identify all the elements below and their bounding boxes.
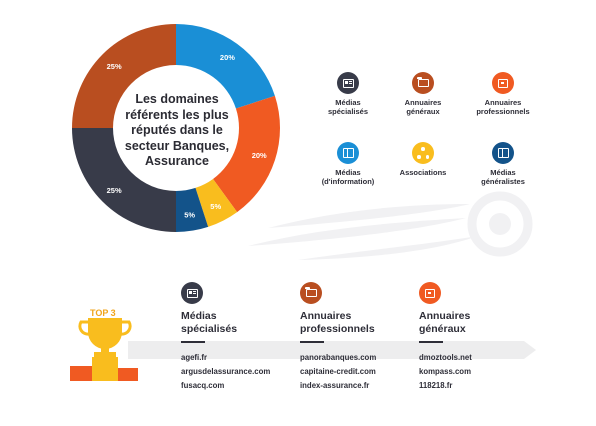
donut-slice <box>72 24 176 128</box>
site-domain: dmoztools.net <box>419 353 472 362</box>
chart-title: Les domaines référents les plus réputés … <box>124 92 230 168</box>
legend-label: Médias généralistes <box>481 168 525 186</box>
legend-label: Annuaires professionnels <box>476 98 530 116</box>
legend-badge <box>337 142 359 164</box>
legend-label: Associations <box>399 168 447 177</box>
donut-slice <box>176 187 209 232</box>
legend-item: Médias (d'information) <box>303 142 393 186</box>
media-card-icon <box>186 288 198 298</box>
column-title: Annuaires généraux <box>419 310 471 335</box>
legend-item: Médias généralistes <box>458 142 548 186</box>
slice-label: 25% <box>107 186 122 195</box>
legend-item: Médias spécialisés <box>303 72 393 116</box>
column-title: Médias spécialisés <box>181 310 238 335</box>
legend-item: Annuaires professionnels <box>458 72 548 116</box>
donut-slice <box>213 95 280 213</box>
column-title-rule <box>419 341 443 343</box>
calendar-icon <box>498 78 508 88</box>
book-icon <box>342 148 354 158</box>
site-domain: kompass.com <box>419 367 472 376</box>
legend-badge <box>492 72 514 94</box>
site-domain: index-assurance.fr <box>300 381 370 390</box>
column-badge <box>300 282 322 304</box>
site-domain: agefi.fr <box>181 353 207 362</box>
legend-item: Annuaires généraux <box>378 72 468 116</box>
column-title-rule <box>300 341 324 343</box>
site-domain: 118218.fr <box>419 381 453 390</box>
watermark-flame-logo <box>248 191 533 260</box>
legend-badge <box>492 142 514 164</box>
site-domain: fusacq.com <box>181 381 225 390</box>
column-title: Annuaires professionnels <box>300 310 375 335</box>
top3-label: TOP 3 <box>90 308 116 318</box>
site-domain: capitaine-credit.com <box>300 367 376 376</box>
legend-badge <box>337 72 359 94</box>
legend-label: Médias (d'information) <box>321 168 375 186</box>
calendar-icon <box>425 288 435 298</box>
media-card-icon <box>342 78 354 88</box>
legend-label: Annuaires généraux <box>404 98 442 116</box>
top3-column: Annuaires professionnels panorabanques.co… <box>300 282 420 393</box>
donut-chart: 20% 20% 5% 5% 25% 25% <box>72 24 280 232</box>
legend-badge <box>412 72 434 94</box>
network-icon <box>417 147 429 159</box>
slice-label: 20% <box>252 151 267 160</box>
donut-slice <box>72 128 176 232</box>
column-badge <box>419 282 441 304</box>
folder-icon <box>417 77 429 87</box>
legend-label: Médias spécialisés <box>327 98 369 116</box>
slice-label: 25% <box>107 62 122 71</box>
legend-badge <box>412 142 434 164</box>
ranking-band <box>128 341 536 359</box>
slice-label: 5% <box>210 202 221 211</box>
column-title-rule <box>181 341 205 343</box>
slice-label: 20% <box>220 53 235 62</box>
site-domain: panorabanques.com <box>300 353 377 362</box>
folder-icon <box>305 287 317 297</box>
trophy-podium-icon <box>70 318 138 381</box>
site-domain: argusdelassurance.com <box>181 367 271 376</box>
slice-label: 5% <box>184 210 195 219</box>
book-icon <box>497 148 509 158</box>
top3-column: Annuaires généraux dmoztools.net kompass.c… <box>419 282 539 393</box>
donut-slice <box>176 24 275 109</box>
column-badge <box>181 282 203 304</box>
legend-item: Associations <box>378 142 468 177</box>
top3-column: Médias spécialisés agefi.fr argusdelassura… <box>181 282 301 393</box>
donut-slice <box>195 178 238 227</box>
